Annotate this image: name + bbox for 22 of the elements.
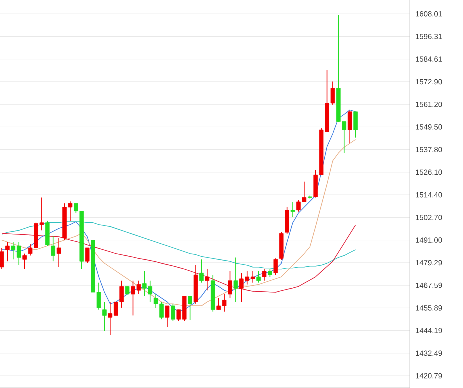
candlestick: [22, 253, 27, 270]
candlestick: [228, 270, 232, 299]
candlestick: [6, 242, 10, 262]
candlestick: [234, 257, 238, 303]
candlestick: [171, 304, 176, 322]
candlestick: [102, 302, 107, 332]
candlestick: [354, 112, 358, 138]
candlestick: [290, 202, 296, 218]
candlestick: [262, 268, 267, 282]
candlestick: [188, 296, 192, 321]
candlestick: [85, 248, 90, 264]
candlestick: [348, 110, 352, 144]
candlestick: [0, 248, 4, 270]
candlestick: [46, 220, 50, 246]
candlestick: [274, 258, 278, 276]
candlestick: [51, 236, 56, 262]
candlestick: [56, 238, 62, 268]
candlestick: [200, 259, 204, 284]
candlestick: [285, 207, 290, 235]
candlestick: [165, 306, 170, 328]
candlestick: [205, 268, 210, 291]
candlestick: [256, 270, 261, 284]
